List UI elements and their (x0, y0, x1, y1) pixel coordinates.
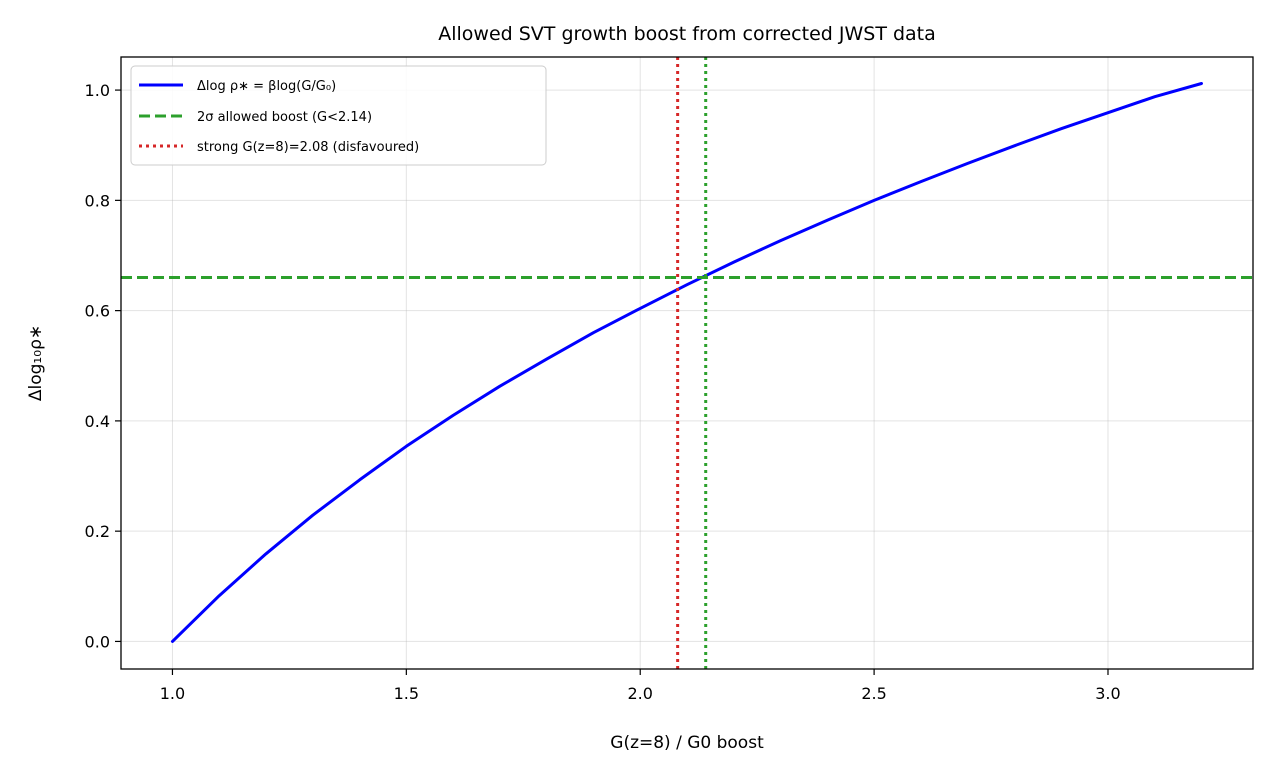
y-tick-label: 1.0 (85, 81, 110, 100)
chart-title: Allowed SVT growth boost from corrected … (438, 23, 936, 45)
legend-label-strong: strong G(z=8)=2.08 (disfavoured) (197, 140, 419, 155)
y-tick-label: 0.0 (85, 632, 110, 651)
y-axis-label: Δlog₁₀ρ∗ (26, 325, 46, 401)
legend-label-allowed: 2σ allowed boost (G<2.14) (197, 110, 372, 125)
y-tick-label: 0.2 (85, 522, 110, 541)
plot-frame (120, 56, 1254, 670)
x-tick-label: 1.5 (394, 684, 419, 703)
x-axis-label: G(z=8) / G0 boost (610, 733, 764, 753)
axis-ticks: 1.0 1.5 2.0 2.5 3.0 0.0 0.2 0.4 0.6 0.8 1.0 (85, 81, 1121, 703)
plot-data (121, 57, 1253, 669)
y-tick-label: 0.6 (85, 302, 110, 321)
legend-label-curve: Δlog ρ∗ = βlog(G/G₀) (197, 79, 336, 94)
y-tick-label: 0.8 (85, 191, 110, 210)
legend-box (130, 65, 547, 166)
legend: Δlog ρ∗ = βlog(G/G₀) 2σ allowed boost (G… (130, 65, 547, 166)
x-tick-label: 2.0 (627, 684, 652, 703)
y-tick-label: 0.4 (85, 412, 110, 431)
x-tick-label: 3.0 (1095, 684, 1120, 703)
x-tick-label: 2.5 (861, 684, 886, 703)
x-tick-label: 1.0 (160, 684, 185, 703)
series-line-curve (171, 82, 1203, 643)
